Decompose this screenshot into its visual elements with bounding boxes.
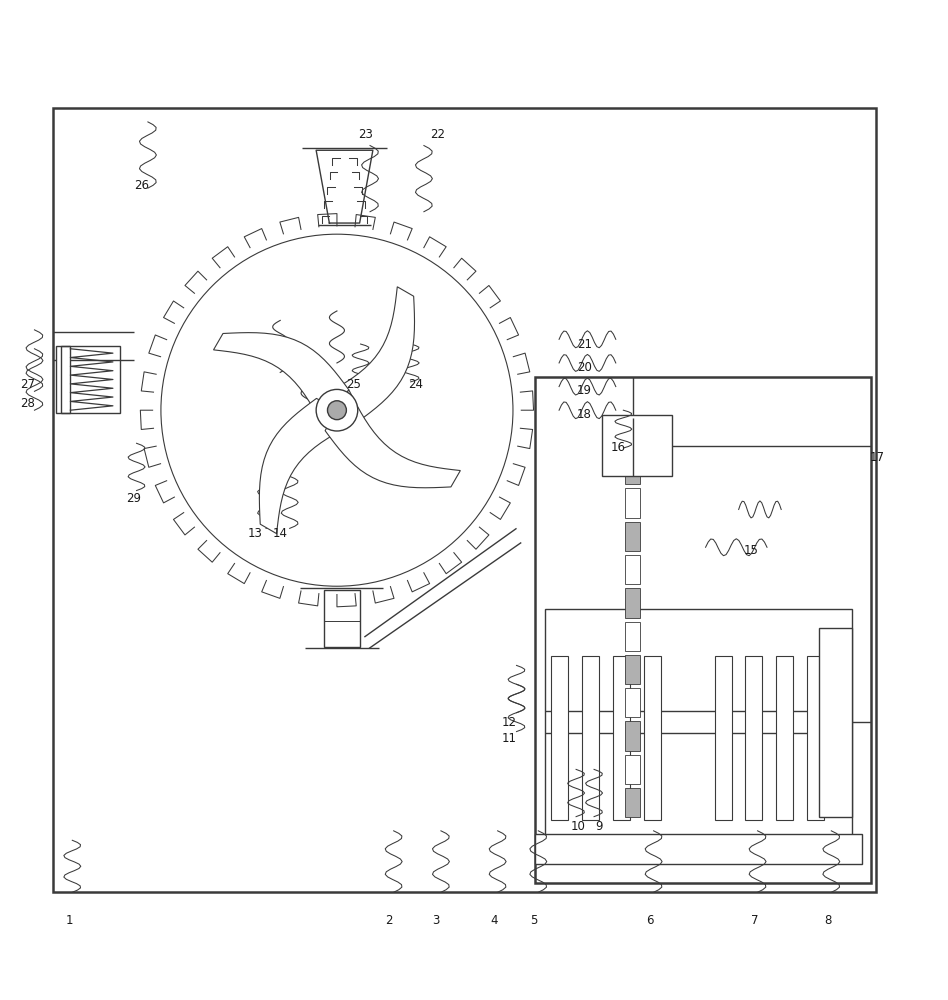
Text: 26: 26	[134, 179, 149, 192]
Polygon shape	[325, 390, 461, 488]
Text: 29: 29	[126, 492, 141, 505]
Text: 27: 27	[20, 378, 35, 391]
Text: 14: 14	[273, 527, 288, 540]
Bar	[551, 656, 568, 820]
Text: 9: 9	[595, 820, 603, 833]
Polygon shape	[260, 398, 357, 534]
Circle shape	[153, 226, 521, 595]
Bar	[53, 108, 876, 892]
Text: 7: 7	[751, 914, 758, 927]
Text: 4: 4	[490, 914, 498, 927]
Polygon shape	[317, 287, 414, 422]
Text: 2: 2	[385, 914, 392, 927]
Text: 18: 18	[577, 408, 592, 421]
Text: 23: 23	[357, 128, 373, 141]
Text: 28: 28	[21, 397, 35, 410]
Text: 22: 22	[430, 128, 446, 141]
Text: 17: 17	[870, 451, 885, 464]
Bar	[626, 688, 640, 717]
Bar	[626, 588, 640, 618]
Text: 12: 12	[501, 716, 517, 729]
Circle shape	[316, 389, 357, 431]
Bar	[613, 656, 630, 820]
Text: 6: 6	[646, 914, 653, 927]
Bar	[626, 755, 640, 784]
Text: 20: 20	[577, 361, 592, 374]
Text: 13: 13	[247, 527, 263, 540]
Bar	[582, 656, 599, 820]
Text: 25: 25	[347, 378, 361, 391]
Text: 10: 10	[571, 820, 586, 833]
Bar	[745, 656, 762, 820]
Bar	[626, 655, 640, 684]
Bar	[626, 488, 640, 518]
Text: 15: 15	[743, 544, 758, 557]
Bar	[536, 377, 871, 883]
Bar	[602, 415, 672, 476]
Bar	[819, 628, 852, 817]
Bar	[626, 455, 640, 484]
Text: 5: 5	[530, 914, 538, 927]
Polygon shape	[213, 333, 349, 431]
Text: 24: 24	[408, 378, 423, 391]
Bar	[807, 656, 824, 820]
Text: 19: 19	[577, 384, 592, 397]
Text: 3: 3	[432, 914, 440, 927]
Bar	[715, 656, 732, 820]
Bar	[545, 609, 852, 836]
Bar	[626, 422, 640, 451]
Bar	[626, 555, 640, 584]
Text: 11: 11	[501, 732, 517, 745]
Bar	[323, 590, 359, 647]
Circle shape	[327, 401, 346, 420]
Text: 21: 21	[577, 338, 592, 351]
Text: 16: 16	[611, 441, 626, 454]
Bar	[626, 622, 640, 651]
Bar	[536, 834, 862, 864]
Text: 8: 8	[824, 914, 831, 927]
Bar	[644, 656, 661, 820]
Bar	[56, 346, 70, 413]
Bar	[626, 788, 640, 817]
Bar	[61, 346, 120, 413]
Text: 1: 1	[65, 914, 73, 927]
Bar	[776, 656, 793, 820]
Bar	[626, 721, 640, 751]
Bar	[626, 522, 640, 551]
